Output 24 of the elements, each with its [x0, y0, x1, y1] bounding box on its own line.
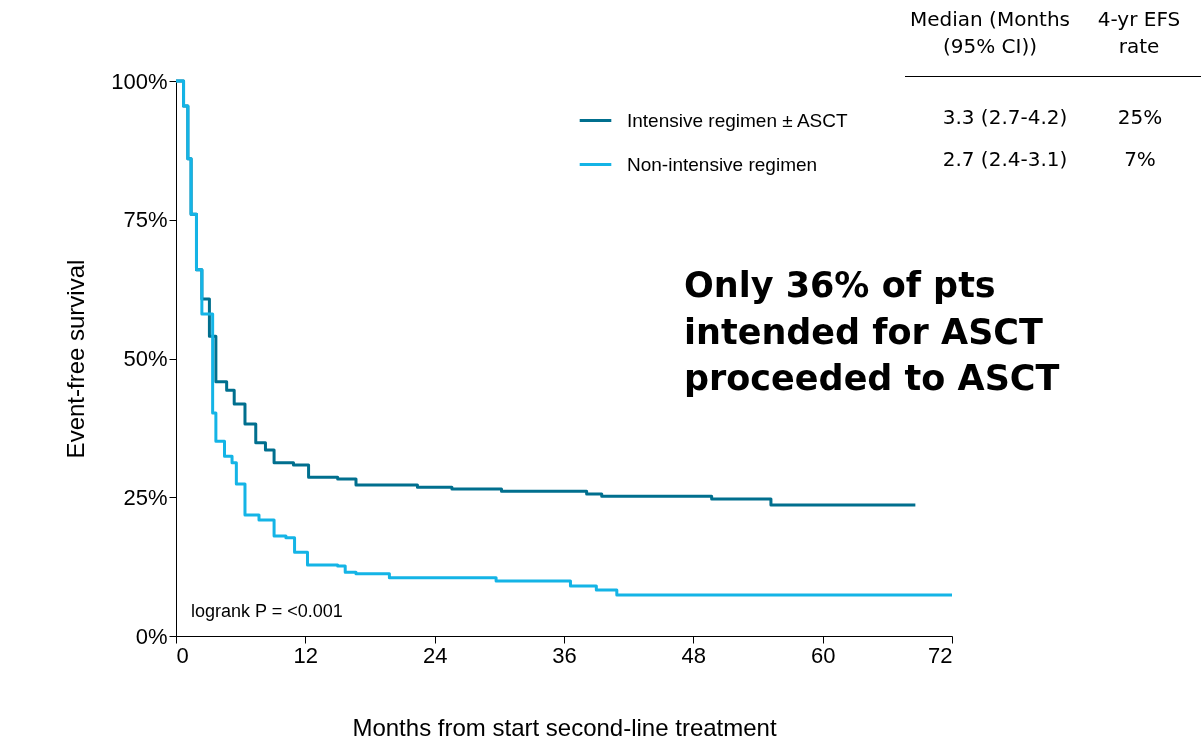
- y-tick-label: 50%: [123, 346, 168, 371]
- y-axis-title: Event-free survival: [62, 259, 90, 459]
- x-axis-title: Months from start second-line treatment: [352, 713, 777, 741]
- annotation: Only 36% of pts intended for ASCT proceeded to ASCT: [684, 264, 1061, 401]
- x-tick-label: 24: [422, 642, 448, 668]
- x-tick-label: 0: [176, 642, 189, 668]
- y-tick-label: 100%: [111, 68, 168, 94]
- x-tick-label: 12: [293, 642, 319, 668]
- annotation: 2.7 (2.4-3.1): [941, 146, 1069, 173]
- text: 4-yr EFS rate: [1096, 6, 1182, 60]
- annotation: logrank P = <0.001: [191, 600, 344, 623]
- y-tick-label: 25%: [123, 484, 168, 510]
- y-tick-label: 0%: [135, 623, 168, 649]
- y-tick-label: 75%: [123, 207, 168, 233]
- annotation: 3.3 (2.7-4.2): [941, 104, 1069, 131]
- x-tick-label: 60: [810, 642, 836, 668]
- text: 25%: [1116, 104, 1164, 131]
- x-tick-label: 48: [681, 642, 707, 668]
- legend-label: Intensive regimen ± ASCT: [627, 109, 848, 131]
- x-tick-label: 72: [928, 642, 953, 668]
- text: Median (Months (95% CI)): [909, 6, 1071, 60]
- x-tick-label: 36: [552, 642, 577, 668]
- text: 7%: [1123, 146, 1157, 173]
- legend-label: Non-intensive regimen: [627, 153, 818, 175]
